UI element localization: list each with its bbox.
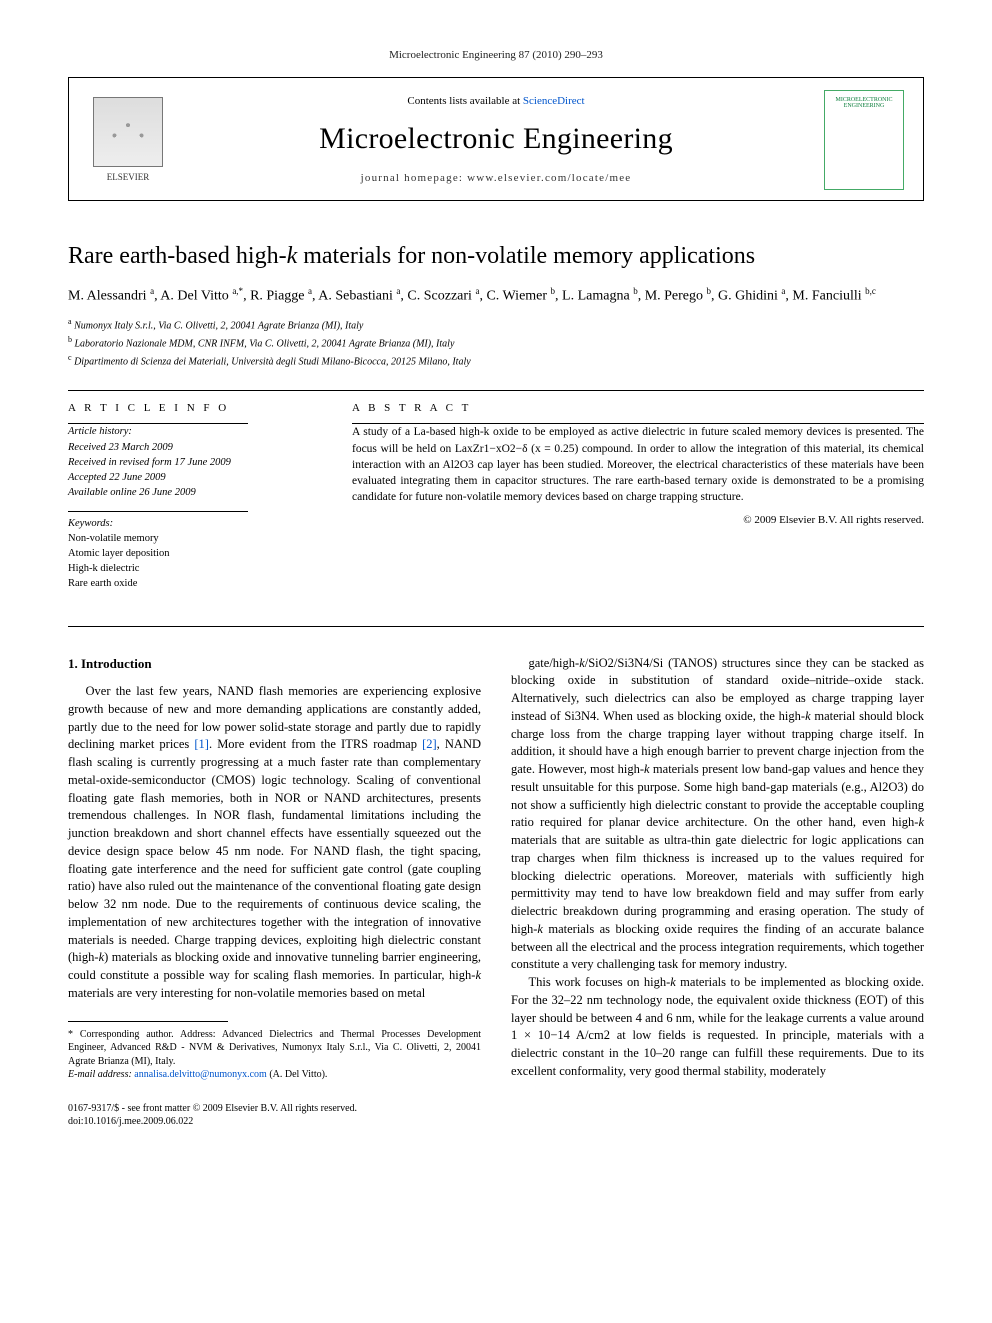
author-name: A. Sebastiani: [318, 289, 396, 304]
availability-prefix: Contents lists available at: [407, 95, 522, 107]
journal-name: Microelectronic Engineering: [185, 119, 807, 160]
affiliation-line: c Dipartimento di Scienza dei Materiali,…: [68, 352, 924, 370]
author-name: C. Scozzari: [407, 289, 475, 304]
footer-line2: doi:10.1016/j.mee.2009.06.022: [68, 1115, 481, 1129]
author-name: A. Del Vitto: [160, 289, 232, 304]
author-affil-mark: a: [781, 286, 785, 296]
journal-homepage: journal homepage: www.elsevier.com/locat…: [185, 171, 807, 186]
keyword: Non-volatile memory: [68, 531, 318, 546]
email-who: (A. Del Vitto).: [269, 1069, 327, 1080]
history-line: Received in revised form 17 June 2009: [68, 455, 318, 470]
footnote-separator: [68, 1021, 228, 1022]
elsevier-tree-icon: [93, 97, 163, 167]
abstract-col: A B S T R A C T A study of a La-based hi…: [352, 391, 924, 592]
footer-line1: 0167-9317/$ - see front matter © 2009 El…: [68, 1102, 481, 1116]
section-1-p3: This work focuses on high-k materials to…: [511, 974, 924, 1081]
page-footer: 0167-9317/$ - see front matter © 2009 El…: [68, 1102, 481, 1129]
author-affil-mark: b: [707, 286, 712, 296]
author-affil-mark: b: [633, 286, 638, 296]
journal-cover-thumb: MICROELECTRONIC ENGINEERING: [824, 90, 904, 190]
title-pre: Rare earth-based high-: [68, 243, 287, 269]
italic-k: k: [670, 975, 676, 989]
abstract-copyright: © 2009 Elsevier B.V. All rights reserved…: [352, 513, 924, 528]
italic-k: k: [918, 815, 924, 829]
info-abstract-row: A R T I C L E I N F O Article history: R…: [68, 391, 924, 592]
abstract-text: A study of a La-based high-k oxide to be…: [352, 424, 924, 504]
corresponding-author: * Corresponding author. Address: Advance…: [68, 1028, 481, 1069]
history-line: Accepted 22 June 2009: [68, 470, 318, 485]
keyword: High-k dielectric: [68, 561, 318, 576]
italic-k: k: [99, 950, 105, 964]
page: Microelectronic Engineering 87 (2010) 29…: [0, 0, 992, 1177]
abstract-heading: A B S T R A C T: [352, 401, 924, 416]
author-name: M. Perego: [645, 289, 707, 304]
citation-link[interactable]: [2]: [422, 737, 437, 751]
italic-k: k: [537, 922, 543, 936]
masthead-center: Contents lists available at ScienceDirec…: [185, 94, 807, 186]
author-affil-mark: a: [475, 286, 479, 296]
article-history: Article history: Received 23 March 2009R…: [68, 424, 318, 500]
author-affil-mark: a,*: [232, 286, 243, 296]
rule-kw: [68, 511, 248, 512]
author-name: C. Wiemer: [486, 289, 550, 304]
keywords-label: Keywords:: [68, 516, 318, 531]
affil-mark: a: [68, 317, 72, 326]
cover-thumb-wrap: MICROELECTRONIC ENGINEERING: [819, 90, 909, 190]
author-name: R. Piagge: [250, 289, 308, 304]
author-affil-mark: b,c: [865, 286, 876, 296]
body-columns: 1. Introduction Over the last few years,…: [68, 655, 924, 1129]
footnotes: * Corresponding author. Address: Advance…: [68, 1028, 481, 1082]
email-label: E-mail address:: [68, 1069, 132, 1080]
italic-k: k: [805, 709, 811, 723]
availability-line: Contents lists available at ScienceDirec…: [185, 94, 807, 109]
affiliation-line: a Numonyx Italy S.r.l., Via C. Olivetti,…: [68, 316, 924, 334]
history-line: Received 23 March 2009: [68, 440, 318, 455]
citation-link[interactable]: [1]: [194, 737, 209, 751]
affiliation-line: b Laboratorio Nazionale MDM, CNR INFM, V…: [68, 334, 924, 352]
title-k: k: [287, 243, 298, 269]
article-info-heading: A R T I C L E I N F O: [68, 401, 318, 416]
author-name: M. Fanciulli: [792, 289, 865, 304]
author-name: M. Alessandri: [68, 289, 150, 304]
author-name: L. Lamagna: [562, 289, 633, 304]
affiliations: a Numonyx Italy S.r.l., Via C. Olivetti,…: [68, 316, 924, 369]
keyword: Atomic layer deposition: [68, 546, 318, 561]
author-affil-mark: b: [551, 286, 556, 296]
email-line: E-mail address: annalisa.delvitto@numony…: [68, 1068, 481, 1082]
italic-k: k: [644, 762, 650, 776]
sciencedirect-link[interactable]: ScienceDirect: [523, 95, 585, 107]
title-post: materials for non-volatile memory applic…: [297, 243, 755, 269]
italic-k: k: [475, 968, 481, 982]
section-1-heading: 1. Introduction: [68, 655, 481, 673]
history-label: Article history:: [68, 424, 318, 439]
history-line: Available online 26 June 2009: [68, 485, 318, 500]
section-1-p2: gate/high-k/SiO2/Si3N4/Si (TANOS) struct…: [511, 655, 924, 975]
keywords-block: Keywords: Non-volatile memoryAtomic laye…: [68, 516, 318, 592]
email-link[interactable]: annalisa.delvitto@numonyx.com: [134, 1069, 267, 1080]
author-affil-mark: a: [308, 286, 312, 296]
keyword: Rare earth oxide: [68, 576, 318, 591]
publisher-name: ELSEVIER: [83, 171, 173, 183]
article-title: Rare earth-based high-k materials for no…: [68, 241, 924, 271]
affil-mark: c: [68, 353, 72, 362]
rule-bottom: [68, 626, 924, 627]
authors-line: M. Alessandri a, A. Del Vitto a,*, R. Pi…: [68, 285, 924, 306]
journal-masthead: ELSEVIER Contents lists available at Sci…: [68, 77, 924, 201]
author-affil-mark: a: [150, 286, 154, 296]
article-info-col: A R T I C L E I N F O Article history: R…: [68, 391, 318, 592]
running-head: Microelectronic Engineering 87 (2010) 29…: [68, 48, 924, 63]
section-1-p1: Over the last few years, NAND flash memo…: [68, 683, 481, 1003]
italic-k: k: [579, 656, 585, 670]
author-affil-mark: a: [396, 286, 400, 296]
publisher-logo: ELSEVIER: [83, 97, 173, 183]
affil-mark: b: [68, 335, 72, 344]
author-name: G. Ghidini: [718, 289, 781, 304]
